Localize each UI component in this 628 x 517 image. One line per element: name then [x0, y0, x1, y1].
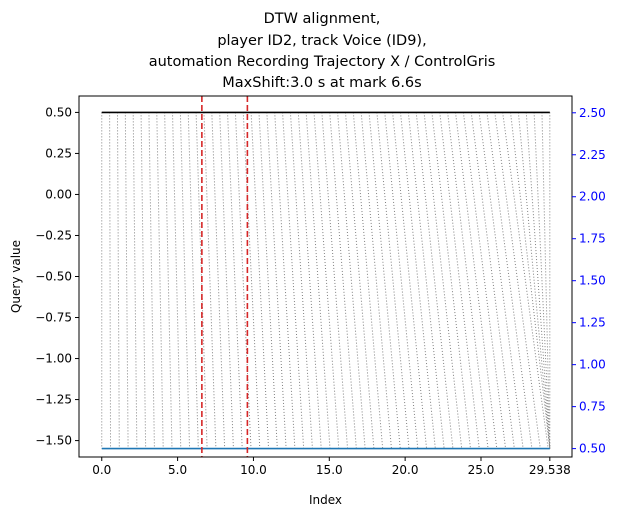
y-right-tick-label: 2.00 [579, 190, 606, 204]
y-right-tick-label: 1.50 [579, 274, 606, 288]
alignment-line [494, 112, 541, 449]
alignment-line [368, 112, 401, 449]
y-left-tick-label: 0.50 [45, 105, 72, 119]
x-tick-label: 15.0 [316, 463, 343, 477]
alignment-line [486, 112, 533, 449]
alignment-line [462, 112, 507, 449]
y-left-tick-label: 0.25 [45, 146, 72, 160]
y-axis-label: Query value [9, 240, 23, 313]
alignment-line [156, 112, 164, 449]
y-right-tick-label: 1.25 [579, 316, 606, 330]
chart-title: DTW alignment, player ID2, track Voice (… [149, 11, 496, 91]
alignment-line [203, 112, 217, 449]
alignment-line [392, 112, 428, 449]
alignment-line [344, 112, 375, 449]
y-left-tick-label: −1.25 [35, 393, 72, 407]
y-right-tick-label: 0.75 [579, 400, 606, 414]
alignment-line [478, 112, 524, 449]
x-tick-label: 25.0 [468, 463, 495, 477]
alignment-line [297, 112, 322, 449]
alignment-line [352, 112, 384, 449]
alignment-line [431, 112, 471, 449]
y-left-tick-label: −0.50 [35, 270, 72, 284]
alignment-line [250, 112, 270, 449]
alignment-line [337, 112, 366, 449]
alignment-line [510, 112, 551, 449]
alignment-line [211, 112, 226, 449]
alignment-line [376, 112, 410, 449]
x-tick-label: 10.0 [240, 463, 267, 477]
alignment-line [258, 112, 278, 449]
alignment-line [533, 112, 551, 449]
alignment-line [525, 112, 551, 449]
alignment-line [242, 112, 261, 449]
alignment-line [164, 112, 173, 449]
alignment-line [282, 112, 305, 449]
y-left-tick-label: −0.25 [35, 228, 72, 242]
alignment-line [116, 112, 120, 449]
alignment-line [172, 112, 182, 449]
alignment-line [140, 112, 147, 449]
alignment-line [234, 112, 252, 449]
alignment-line [502, 112, 549, 449]
alignment-line [423, 112, 463, 449]
alignment-line [360, 112, 392, 449]
y-right-tick-label: 0.50 [579, 442, 606, 456]
y-right-tick-label: 1.75 [579, 232, 606, 246]
alignment-line [439, 112, 480, 449]
alignment-line [219, 112, 234, 449]
axes-frame [78, 95, 573, 458]
alignment-line [454, 112, 498, 449]
alignment-line [179, 112, 191, 449]
title-line-3: automation Recording Trajectory X / Cont… [149, 54, 496, 70]
y-left-tick-label: −1.50 [35, 434, 72, 448]
x-tick-label: 0.0 [92, 463, 111, 477]
y-left-tick-label: −0.75 [35, 311, 72, 325]
alignment-line [313, 112, 340, 449]
alignment-line [321, 112, 349, 449]
alignment-line [384, 112, 419, 449]
alignment-line [124, 112, 129, 449]
y-right-tick-label: 2.50 [579, 106, 606, 120]
title-line-1: DTW alignment, [264, 11, 381, 27]
title-line-2: player ID2, track Voice (ID9), [217, 33, 426, 49]
alignment-line [109, 112, 112, 449]
alignment-line [415, 112, 454, 449]
alignment-line [289, 112, 313, 449]
y-right-tick-label: 1.00 [579, 358, 606, 372]
alignment-line [399, 112, 436, 449]
y-right-tick-label: 2.25 [579, 148, 606, 162]
alignment-line [274, 112, 296, 449]
alignment-line [187, 112, 199, 449]
alignment-line [407, 112, 445, 449]
x-tick-label: 5.0 [168, 463, 187, 477]
alignment-line [132, 112, 138, 449]
x-tick-label: 29.538 [529, 463, 571, 477]
alignment-line [517, 112, 551, 449]
x-axis-label: Index [309, 493, 342, 507]
alignment-line [148, 112, 155, 449]
plot-area [101, 96, 551, 457]
y-left-tick-label: 0.00 [45, 187, 72, 201]
alignment-line [447, 112, 489, 449]
alignment-line [227, 112, 243, 449]
x-tick-label: 20.0 [392, 463, 419, 477]
alignment-line [266, 112, 287, 449]
title-line-4: MaxShift:3.0 s at mark 6.6s [222, 75, 421, 91]
y-left-tick-label: −1.00 [35, 352, 72, 366]
alignment-line [329, 112, 357, 449]
alignment-line [305, 112, 331, 449]
alignment-line [470, 112, 515, 449]
axis-ticks: 0.0 5.0 10.0 15.0 20.0 25.0 29.538 0.50 0.25 0.00… [35, 105, 606, 477]
alignment-line [541, 112, 551, 449]
